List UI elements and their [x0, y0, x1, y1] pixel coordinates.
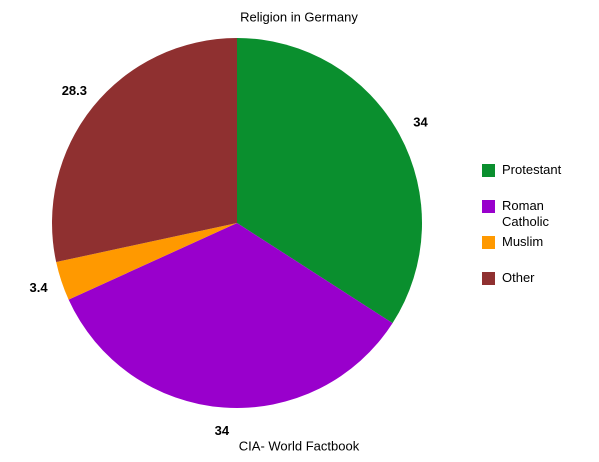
legend-swatch	[482, 272, 495, 285]
pie-slice	[237, 38, 422, 324]
legend-label: Other	[502, 270, 535, 285]
chart-title: Religion in Germany	[240, 9, 358, 24]
pie-slice	[51, 38, 237, 263]
data-label: 3.4	[30, 280, 49, 295]
legend-item: Other	[482, 270, 582, 306]
legend-label: Muslim	[502, 234, 544, 249]
source-note: CIA- World Factbook	[239, 438, 360, 453]
pie-slice	[68, 223, 393, 408]
legend-swatch	[482, 200, 495, 213]
legend-item: Roman Catholic	[482, 198, 582, 234]
legend-item: Protestant	[482, 162, 582, 198]
legend-swatch	[482, 236, 495, 249]
data-label: 34	[215, 423, 230, 438]
data-label: 34	[413, 114, 428, 129]
legend: Protestant Roman Catholic Muslim Other	[482, 162, 582, 306]
pie-slice	[56, 223, 238, 300]
legend-item: Muslim	[482, 234, 582, 270]
data-label: 28.3	[62, 83, 87, 98]
legend-label: Protestant	[502, 162, 562, 177]
legend-label: Roman Catholic	[502, 198, 549, 229]
legend-swatch	[482, 164, 495, 177]
